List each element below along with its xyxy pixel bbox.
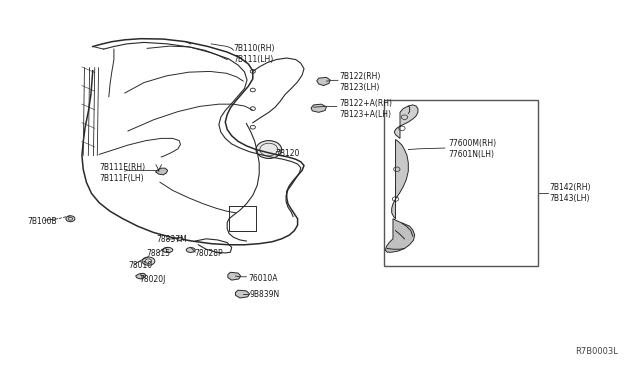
Polygon shape [136,273,146,279]
Polygon shape [317,77,330,86]
Ellipse shape [163,247,173,253]
Text: 7B122+A(RH)
7B123+A(LH): 7B122+A(RH) 7B123+A(LH) [339,99,392,119]
Text: 7B120: 7B120 [275,149,300,158]
Polygon shape [394,105,418,138]
Text: 78010: 78010 [128,262,152,270]
Ellipse shape [142,257,155,265]
Bar [384,100,538,266]
Polygon shape [236,290,250,298]
Text: 78028P: 78028P [194,249,223,258]
Polygon shape [311,104,326,112]
Text: 76010A: 76010A [248,274,278,283]
Ellipse shape [186,248,195,252]
Text: 9B839N: 9B839N [250,290,280,299]
Polygon shape [392,140,408,219]
Text: 7B100B: 7B100B [28,217,57,226]
Text: R7B0003L: R7B0003L [575,347,618,356]
Text: 78837M: 78837M [157,235,188,244]
Polygon shape [385,219,415,252]
Text: 7B122(RH)
7B123(LH): 7B122(RH) 7B123(LH) [339,72,381,92]
Ellipse shape [256,141,282,158]
Text: 7B110(RH)
7B111(LH): 7B110(RH) 7B111(LH) [234,44,275,64]
Text: 78815: 78815 [146,249,170,258]
Text: 7B142(RH)
7B143(LH): 7B142(RH) 7B143(LH) [549,183,591,203]
Ellipse shape [66,216,75,222]
Polygon shape [156,168,168,175]
Text: 78020J: 78020J [140,275,166,284]
Text: 77600M(RH)
77601N(LH): 77600M(RH) 77601N(LH) [448,139,496,159]
Polygon shape [228,272,241,280]
Polygon shape [177,237,182,241]
Text: 7B111E(RH)
7B111F(LH): 7B111E(RH) 7B111F(LH) [99,163,145,183]
